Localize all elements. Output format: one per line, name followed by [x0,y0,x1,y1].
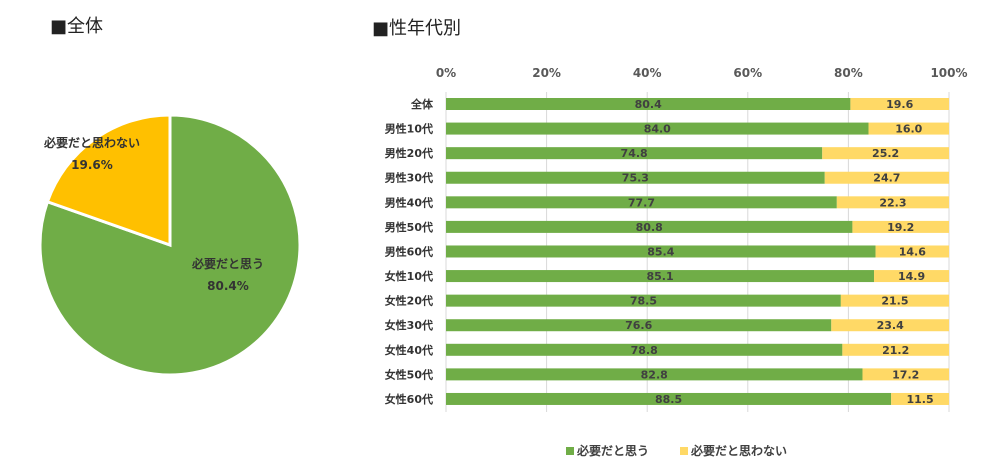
bar-segment [446,171,825,184]
bar-value-label: 22.3 [879,196,906,209]
bar-segment [824,171,949,184]
bar-segment [446,220,853,233]
category-label: 男性60代 [385,244,433,258]
x-tick-label: 60% [733,66,762,80]
category-label: 女性50代 [385,367,433,381]
bar-segment [891,392,949,405]
bar-value-label: 14.9 [898,270,925,283]
bar-value-label: 24.7 [873,172,900,185]
bar-value-label: 80.8 [636,221,663,234]
bar-segment [852,220,949,233]
bar-segment [446,98,851,110]
category-label: 男性20代 [385,146,433,160]
category-label: 全体 [410,97,434,111]
bar-segment [822,147,949,160]
pie-slice-label: 必要だと思わない [43,135,140,150]
category-label: 女性30代 [385,318,433,332]
bar-value-label: 82.8 [641,368,668,381]
bar-value-label: 75.3 [622,172,649,185]
bar-value-label: 11.5 [907,393,934,406]
bar-segment [446,196,837,209]
x-tick-label: 20% [532,66,561,80]
bar-segment [446,319,832,332]
pie-slice [45,113,172,248]
bar-segment [840,294,949,307]
stacked-bar-chart: 0% 20% 40% 60% 80% 100% 全体 80.4 19.6 男性10代 84.0 16.… [385,66,968,412]
bar-segment [842,343,949,356]
bar-chart-legend: 必要だと思う 必要だと思わない [566,443,787,458]
x-tick-label: 80% [834,66,863,80]
bar-value-label: 85.4 [647,245,674,258]
bar-segment [850,98,949,110]
bar-value-label: 19.6 [886,98,913,111]
bar-segment [446,343,843,356]
category-label: 女性40代 [385,343,433,357]
category-label: 男性30代 [385,171,433,185]
bar-segment [446,294,841,307]
bar-value-label: 88.5 [655,393,682,406]
legend-swatch [680,447,688,455]
bar-segment [862,368,949,381]
x-tick-label: 0% [436,66,456,80]
x-tick-label: 100% [930,66,967,80]
pie-chart-title: ■全体 [50,16,104,37]
bar-segment [446,392,892,405]
category-label: 女性10代 [385,269,433,283]
bar-segment [446,368,863,381]
bar-segment [831,319,949,332]
bar-segment [446,122,869,135]
category-label: 男性40代 [385,195,433,209]
bar-segment [874,270,949,283]
pie-slice-value: 19.6% [71,158,113,172]
bar-value-label: 23.4 [877,319,904,332]
bar-value-label: 19.2 [887,221,914,234]
bar-value-label: 14.6 [899,245,926,258]
bar-value-label: 80.4 [635,98,662,111]
bar-value-label: 76.6 [625,319,652,332]
pie-slice-value: 80.4% [207,279,249,293]
bar-segment [836,196,949,209]
bar-value-label: 84.0 [644,123,671,136]
bar-value-label: 21.5 [881,295,908,308]
bar-value-label: 74.8 [621,147,648,160]
legend-swatch [566,447,574,455]
bar-value-label: 78.5 [630,295,657,308]
category-label: 男性50代 [385,220,433,234]
bar-segment [446,245,876,258]
legend-label: 必要だと思う [576,443,649,458]
bar-value-label: 16.0 [895,123,922,136]
bar-segment [868,122,949,135]
category-label: 女性60代 [385,392,433,406]
pie-slice-label: 必要だと思う [191,256,264,271]
bar-value-label: 25.2 [872,147,899,160]
bar-segment [446,147,823,160]
bar-segment [446,270,875,283]
bar-segment [875,245,949,258]
bar-value-label: 21.2 [882,344,909,357]
bar-value-label: 17.2 [892,368,919,381]
bar-value-label: 85.1 [646,270,673,283]
category-label: 女性20代 [385,294,433,308]
legend-label: 必要だと思わない [690,443,787,458]
bar-value-label: 77.7 [628,196,655,209]
category-label: 男性10代 [385,122,433,136]
bar-chart-title: ■性年代別 [372,18,462,39]
x-tick-label: 40% [633,66,662,80]
bar-value-label: 78.8 [631,344,658,357]
pie-chart: 必要だと思う 80.4% 必要だと思わない 19.6% [38,113,302,377]
